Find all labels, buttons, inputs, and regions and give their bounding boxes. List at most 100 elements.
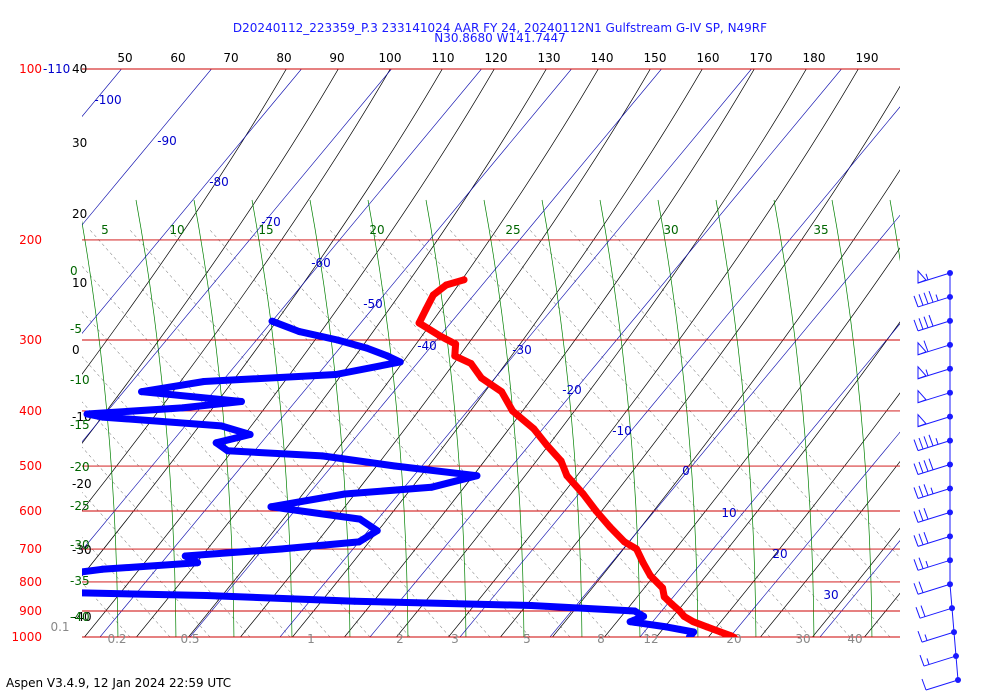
isotherm-label: -80: [209, 175, 229, 189]
wind-barb-full: [923, 316, 929, 328]
temperature-point: [477, 374, 485, 382]
dewpoint-point: [277, 545, 285, 553]
wind-barb-shaft: [917, 464, 951, 476]
temperature-point: [606, 523, 614, 531]
dewpoint-point: [396, 358, 404, 366]
dewpoint-point: [631, 607, 639, 615]
temperature-point: [498, 388, 506, 396]
x-tick-label: 130: [538, 51, 561, 65]
mixing-ratio-line: [82, 401, 291, 637]
wind-barb-pennant: [917, 389, 927, 404]
temperature-line: [415, 276, 738, 637]
dewpoint-point: [351, 597, 359, 605]
dry-adiabat-line: [343, 69, 755, 637]
wind-barb-half: [925, 560, 929, 568]
temperature-point: [436, 332, 444, 340]
wind-barb-shaft: [917, 559, 951, 571]
wind-barb-full: [928, 434, 934, 446]
x-tick-label: 50: [117, 51, 132, 65]
dewpoint-point: [178, 404, 186, 412]
altitude-label: -30: [72, 543, 92, 557]
altitude-label: 10: [72, 276, 87, 290]
mixing-ratio-label: 40: [847, 632, 862, 646]
mixing-ratio-line: [329, 229, 691, 637]
dewpoint-point: [83, 410, 91, 418]
x-tick-label: 60: [170, 51, 185, 65]
isotherm-line: [82, 69, 302, 334]
temperature-point: [429, 291, 437, 299]
temperature-point: [680, 612, 688, 620]
temperature-point: [592, 507, 600, 515]
x-tick-label: 70: [223, 51, 238, 65]
wind-barb-full: [918, 533, 924, 545]
dry-adiabat-line: [82, 69, 287, 375]
wind-barb-shaft: [917, 320, 951, 332]
moist-adiabat-label: 30: [663, 223, 678, 237]
mixing-ratio-line: [409, 229, 771, 637]
x-tick-label: 160: [697, 51, 720, 65]
pressure-tick-label: 900: [19, 604, 42, 618]
wind-barb-full: [918, 294, 924, 306]
temperature-point: [633, 545, 640, 553]
temperature-point: [676, 607, 684, 615]
dry-adiabat-line: [83, 69, 495, 637]
wind-barb-full: [921, 678, 927, 691]
dewpoint-line: [82, 317, 698, 637]
mixing-ratio-label: 8: [597, 632, 605, 646]
wind-barb-full: [923, 508, 929, 520]
isotherm-line: [189, 69, 662, 637]
wind-barb-half: [925, 369, 929, 376]
moist-adiabat-line: [599, 199, 641, 637]
wind-barb-full: [923, 436, 929, 448]
mixing-ratio-label: 1: [307, 632, 315, 646]
isotherm-line: [639, 323, 900, 637]
dry-adiabat-label: -40: [70, 610, 90, 624]
wind-barb-pennant: [917, 413, 927, 428]
dry-adiabat-label: 0: [70, 264, 78, 278]
wind-barb-full: [913, 295, 919, 308]
temperature-point: [668, 600, 676, 608]
dry-adiabat-label: -25: [70, 499, 90, 513]
dewpoint-point: [355, 538, 363, 546]
isotherm-label: 20: [772, 547, 787, 561]
wind-barb-shaft: [917, 535, 951, 547]
wind-barb-full: [923, 460, 929, 472]
pressure-tick-label: 200: [19, 233, 42, 247]
temperature-point: [451, 352, 459, 360]
isotherm-label: -90: [157, 134, 177, 148]
wind-barb-full: [913, 463, 919, 475]
dewpoint-point: [224, 447, 232, 455]
temperature-point: [659, 584, 667, 592]
temperature-point: [621, 538, 628, 546]
mixing-ratio-line: [489, 229, 851, 637]
temperature-point: [646, 572, 654, 580]
pressure-tick-label: 1000: [11, 630, 42, 644]
isotherm-label: -20: [562, 383, 582, 397]
wind-barb-half: [925, 273, 929, 280]
isotherm-label: -30: [512, 343, 532, 357]
mixing-ratio-line: [82, 311, 371, 637]
dewpoint-point: [138, 388, 146, 396]
dry-adiabat-line: [863, 592, 900, 637]
temperature-point: [442, 281, 450, 289]
moist-adiabat-line: [831, 199, 873, 637]
altitude-label: -40: [72, 610, 92, 624]
altitude-label: 20: [72, 207, 87, 221]
moist-adiabat-line: [715, 199, 757, 637]
wind-barb-pennant: [917, 269, 927, 284]
dry-adiabat-label: -20: [70, 460, 90, 474]
altitude-label: 30: [72, 136, 87, 150]
pressure-tick-label: 700: [19, 542, 42, 556]
wind-barb-full: [918, 509, 924, 521]
mixing-ratio-label: 3: [451, 632, 459, 646]
wind-barb-full: [918, 437, 924, 450]
mixing-ratio-line: [449, 229, 811, 637]
dewpoint-point: [194, 559, 202, 567]
mixing-ratio-line: [289, 229, 651, 637]
pressure-tick-label: 600: [19, 504, 42, 518]
wind-barb-half: [930, 487, 934, 494]
dewpoint-point: [626, 618, 634, 626]
isotherm-line: [99, 69, 572, 637]
temperature-point: [660, 593, 668, 601]
mixing-ratio-line: [89, 229, 451, 637]
